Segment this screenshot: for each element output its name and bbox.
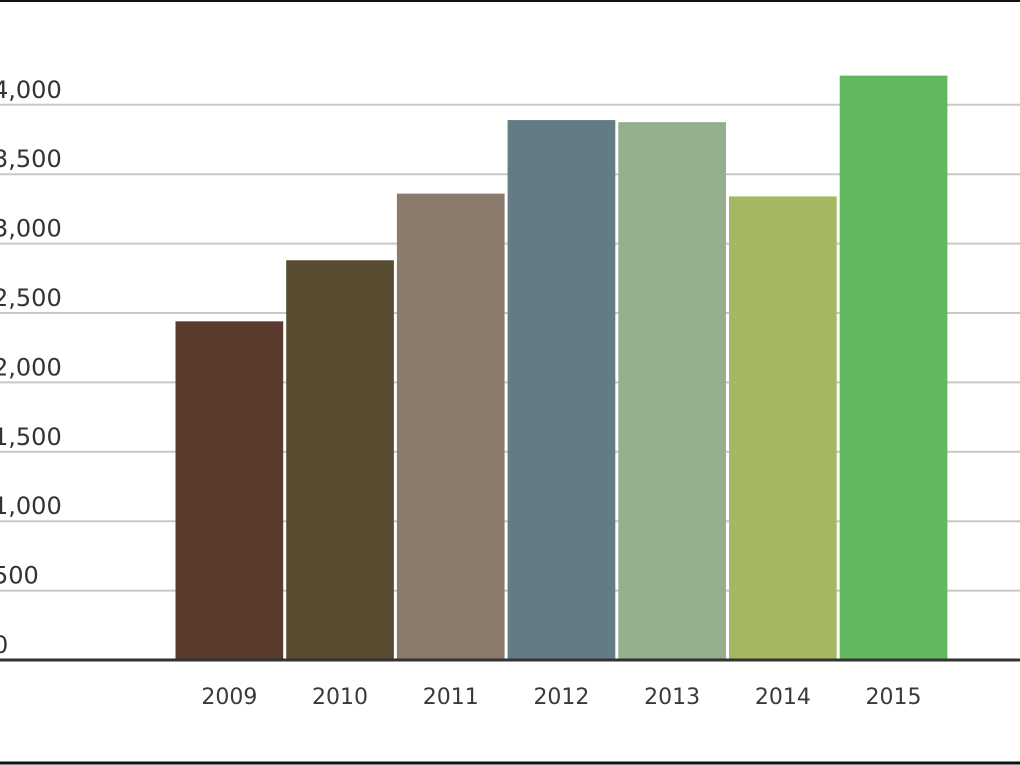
y-tick-label: 1,500 xyxy=(0,423,62,451)
bar xyxy=(839,75,948,661)
x-tick-label: 2011 xyxy=(423,685,479,710)
y-tick-label: 2,500 xyxy=(0,284,62,312)
bar xyxy=(729,196,837,660)
bar xyxy=(175,321,284,660)
x-tick-label: 2013 xyxy=(644,685,700,710)
y-tick-label: 2,000 xyxy=(0,353,62,381)
bar xyxy=(396,193,505,660)
x-tick-label: 2015 xyxy=(866,685,922,710)
y-tick-label: 3,000 xyxy=(0,215,62,243)
y-tick-label: 0 xyxy=(0,631,8,659)
x-tick-label: 2009 xyxy=(201,685,257,710)
y-tick-label: 3,500 xyxy=(0,145,62,173)
y-tick-label: 1,000 xyxy=(0,492,62,520)
bar xyxy=(507,120,616,661)
x-tick-label: 2010 xyxy=(312,685,368,710)
y-tick-label: 500 xyxy=(0,562,39,590)
x-tick-label: 2014 xyxy=(755,685,811,710)
bar xyxy=(618,122,726,660)
bar xyxy=(286,260,394,660)
y-tick-label: 4,000 xyxy=(0,76,62,104)
x-tick-label: 2012 xyxy=(533,685,589,710)
